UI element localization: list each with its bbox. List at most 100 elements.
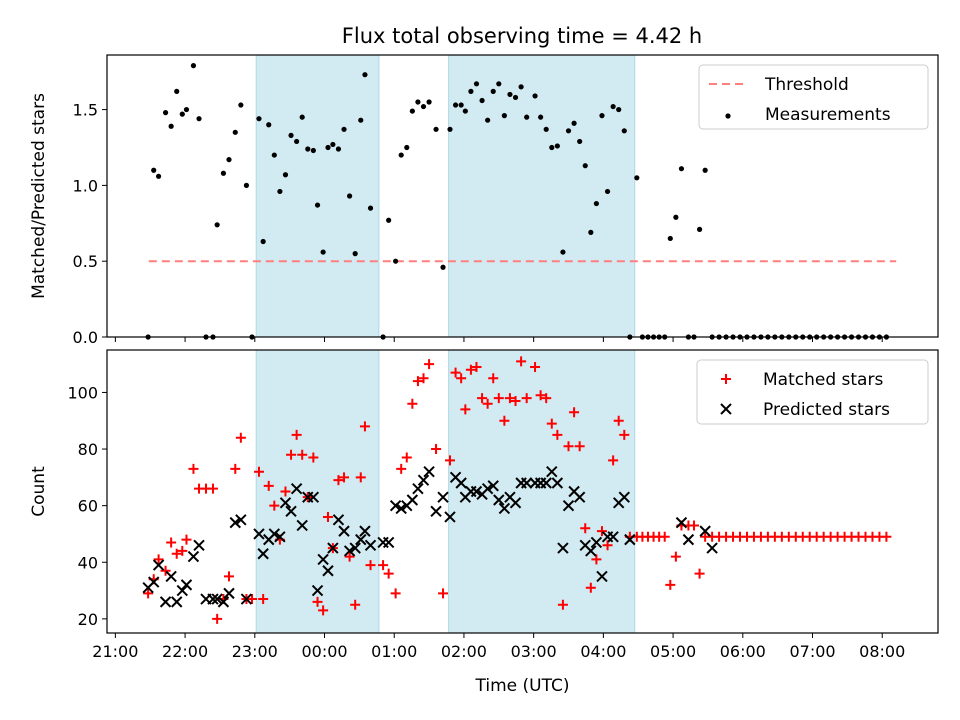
predicted-star-point [217,596,230,608]
matched-star-point [563,441,574,452]
matched-star-point [333,475,344,486]
matched-star-point [504,393,515,404]
matched-star-point [412,376,423,387]
predicted-star-point [187,550,200,563]
predicted-star-point [487,480,499,492]
y-tick-label: 20 [78,610,98,629]
observing-interval-band [448,54,636,338]
predicted-star-point [493,494,505,506]
axes-frame [106,349,939,634]
matched-star-point [143,588,154,599]
predicted-star-point [437,491,449,503]
legend-label: Predicted stars [763,400,890,420]
legend-matched-swatch [721,374,731,384]
measurement-point [358,117,364,123]
y-axis-label: Count [29,466,49,517]
matched-star-point [359,421,370,432]
predicted-star-point [240,593,253,605]
matched-star-point [344,551,355,562]
measurement-point [571,120,577,126]
predicted-star-point [455,477,467,489]
predicted-star-point [343,545,356,557]
legend-label: Measurements [765,105,891,125]
measurement-point [362,72,368,78]
measurement-point [352,251,358,257]
matched-star-point [235,432,246,443]
matched-star-point [350,599,361,610]
measurement-point [196,116,202,122]
top-panel-ratio: 0.0 0.5 1.0 1.5 Matched/Predicted stars Thres… [29,54,939,347]
matched-star-point [477,393,488,404]
measurement-point [440,264,446,270]
predicted-star-point [470,485,483,498]
legend-predicted-swatch [720,403,732,415]
predicted-star-point [706,542,718,554]
predicted-star-point [176,584,188,597]
measurement-point [696,226,703,232]
measurement-point [458,102,464,108]
measurement-point [621,128,627,134]
predicted-star-point [573,491,586,503]
matched-star-point [694,568,705,579]
legend-label: Threshold [764,75,849,95]
predicted-star-point [590,536,603,549]
predicted-star-point [520,477,533,489]
matched-star-point [460,404,471,415]
measurement-point [155,173,162,179]
measurement-point [673,214,679,220]
x-axis-label: Time (UTC) [475,676,570,696]
legend-label: Matched stars [763,370,883,390]
measurement-point [220,170,227,176]
predicted-star-point [395,502,407,515]
matched-star-point [365,560,376,571]
matched-star-point [493,393,504,404]
predicted-star-point [171,596,183,608]
matched-star-point [322,511,333,522]
matched-star-point [247,594,258,605]
predicted-star-point [311,584,324,597]
measurement-point [260,238,266,245]
measurement-point [485,117,491,123]
measurement-point [512,94,519,101]
measurement-point [190,63,197,69]
legend-box [698,64,929,130]
measurement-point [404,144,410,151]
measurement-point [462,108,468,114]
x-tick-label: 08:00 [859,642,905,661]
matched-star-point [286,449,297,460]
y-tick-label: 40 [78,553,98,572]
y-tick-label: 0.0 [73,328,98,347]
measurement-point [507,91,513,98]
matched-star-point [181,534,192,545]
matched-star-point [153,554,164,565]
matched-star-point [291,429,302,440]
predicted-star-point [229,516,241,529]
matched-star-point [188,463,199,474]
matched-star-point [530,361,541,372]
matched-star-point [569,407,580,418]
matched-star-point [280,486,291,497]
matched-star-point [390,588,401,599]
measurement-point [288,132,294,138]
matched-star-point [499,415,510,426]
matched-star-point [378,560,389,571]
predicted-star-point [296,519,308,532]
matched-star-point [253,466,264,477]
measurement-point [433,126,439,132]
legend-measurement-swatch [725,113,731,119]
predicted-star-point [193,539,205,551]
measurement-point [183,106,190,113]
measurement-point [468,88,474,94]
measurement-point [501,113,507,119]
predicted-star-point [585,545,597,557]
measurement-point [305,146,311,152]
matched-star-point [431,444,442,455]
predicted-star-point [498,502,511,515]
matched-star-point [619,429,630,440]
observing-interval-band [255,349,380,634]
predicted-star-point [607,531,619,543]
measurement-point [341,126,347,132]
measurement-point [426,99,432,105]
y-tick-label: 1.0 [73,176,98,195]
predicted-star-point [444,511,456,523]
